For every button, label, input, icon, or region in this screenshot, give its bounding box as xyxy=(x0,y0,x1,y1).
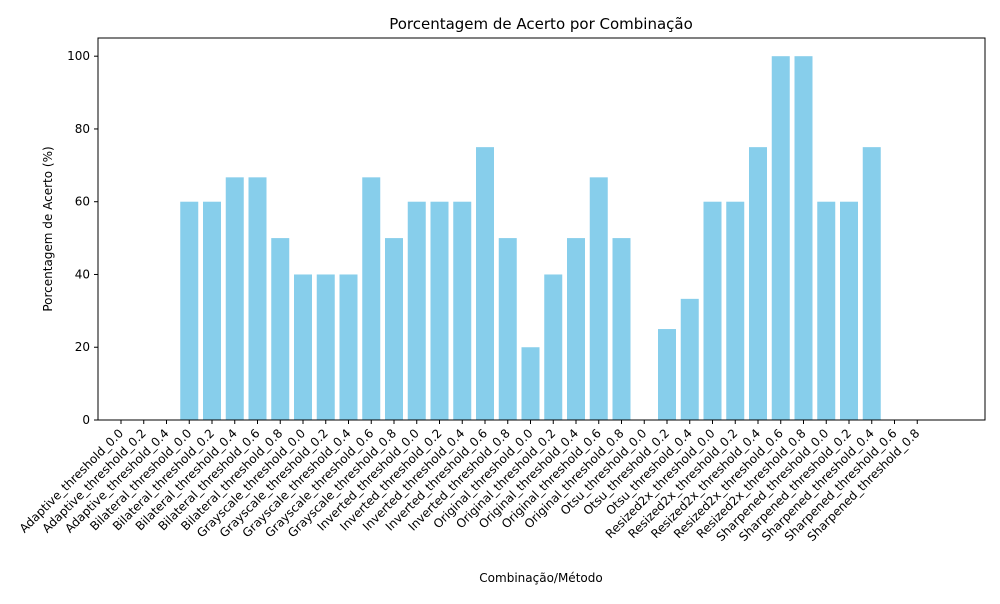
bar-Inverted_threshold_0.0 xyxy=(407,201,426,420)
bar-Inverted_threshold_0.6 xyxy=(476,147,494,420)
bar-Sharpened_threshold_0.2 xyxy=(840,201,858,420)
bar-Bilateral_threshold_0.8 xyxy=(271,238,290,420)
chart-title: Porcentagem de Acerto por Combinação xyxy=(389,15,693,33)
bar-Grayscale_threshold_0.4 xyxy=(339,274,358,420)
bar-Resized2x_threshold_0.6 xyxy=(771,56,790,420)
bar-Bilateral_threshold_0.0 xyxy=(180,201,199,420)
bar-Resized2x_threshold_0.4 xyxy=(749,147,767,420)
x-axis-label: Combinação/Método xyxy=(479,571,602,585)
bar-Grayscale_threshold_0.6 xyxy=(362,177,381,420)
bar-Otsu_threshold_0.2 xyxy=(658,329,676,420)
bar-Grayscale_threshold_0.0 xyxy=(294,274,312,420)
y-axis-label: Porcentagem de Acerto (%) xyxy=(41,146,55,311)
y-tick-label: 80 xyxy=(75,122,90,136)
bar-Resized2x_threshold_0.0 xyxy=(703,201,722,420)
bar-Inverted_threshold_0.8 xyxy=(498,238,517,420)
bar-Inverted_threshold_0.2 xyxy=(430,201,449,420)
bar-Resized2x_threshold_0.8 xyxy=(794,56,813,420)
bar-Sharpened_threshold_0.4 xyxy=(862,147,881,420)
bar-Bilateral_threshold_0.4 xyxy=(225,177,244,420)
bar-Resized2x_threshold_0.2 xyxy=(726,201,745,420)
bar-Inverted_threshold_0.4 xyxy=(453,201,472,420)
bar-Bilateral_threshold_0.2 xyxy=(203,201,221,420)
plot-frame xyxy=(97,37,986,421)
bar-Original_threshold_0.2 xyxy=(544,274,563,420)
bar-Original_threshold_0.4 xyxy=(567,238,585,420)
y-tick-label: 0 xyxy=(82,413,90,427)
bar-Original_threshold_0.6 xyxy=(589,177,608,420)
y-tick-label: 60 xyxy=(75,195,90,209)
y-tick-label: 40 xyxy=(75,267,90,281)
bar-Otsu_threshold_0.4 xyxy=(680,298,699,420)
bar-Original_threshold_0.0 xyxy=(521,347,540,420)
bar-Grayscale_threshold_0.8 xyxy=(385,238,403,420)
y-tick-label: 100 xyxy=(67,49,90,63)
bar-Bilateral_threshold_0.6 xyxy=(248,177,267,420)
y-tick-label: 20 xyxy=(75,340,90,354)
bar-Sharpened_threshold_0.0 xyxy=(817,201,836,420)
bar-Original_threshold_0.8 xyxy=(612,238,631,420)
bar-Grayscale_threshold_0.2 xyxy=(316,274,335,420)
